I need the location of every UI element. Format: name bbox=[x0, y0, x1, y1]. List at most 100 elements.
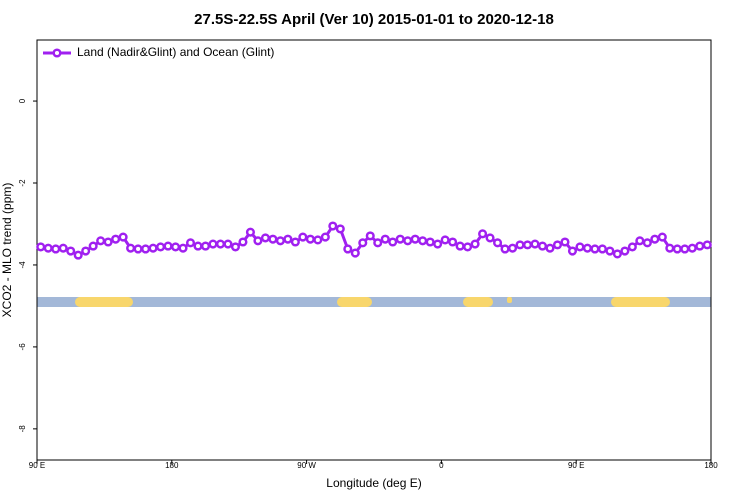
x-tick-label: 90 E bbox=[568, 461, 584, 470]
data-point bbox=[440, 235, 450, 245]
data-point bbox=[126, 243, 136, 253]
data-point bbox=[305, 234, 315, 244]
data-point bbox=[380, 234, 390, 244]
data-point bbox=[627, 242, 637, 252]
data-point bbox=[448, 237, 458, 247]
x-tick-label: 180 bbox=[704, 461, 718, 470]
y-tick-label: -4 bbox=[18, 261, 27, 269]
data-point bbox=[395, 234, 405, 244]
x-tick-label: 90 W bbox=[297, 461, 316, 470]
data-point bbox=[567, 246, 578, 256]
data-point bbox=[163, 241, 173, 251]
data-point bbox=[560, 237, 570, 247]
y-tick-label: -2 bbox=[18, 179, 27, 187]
land-patch bbox=[463, 297, 493, 307]
data-point bbox=[522, 240, 533, 250]
data-point bbox=[148, 243, 158, 253]
data-point bbox=[672, 244, 682, 254]
data-point bbox=[283, 234, 293, 244]
data-point bbox=[702, 240, 712, 250]
data-point bbox=[133, 244, 143, 254]
land-patch bbox=[611, 297, 670, 307]
data-point bbox=[590, 244, 600, 254]
land-patch bbox=[75, 297, 133, 307]
data-point bbox=[200, 241, 211, 251]
data-point bbox=[58, 243, 68, 253]
data-point bbox=[328, 221, 338, 231]
data-point bbox=[268, 234, 278, 244]
data-point bbox=[238, 237, 248, 247]
y-tick-label: -6 bbox=[18, 343, 27, 351]
data-point bbox=[358, 238, 368, 248]
data-point bbox=[111, 234, 121, 244]
data-point bbox=[373, 238, 383, 248]
data-point bbox=[230, 242, 241, 252]
data-point bbox=[88, 241, 98, 251]
data-point bbox=[215, 239, 226, 249]
data-point bbox=[493, 238, 503, 248]
data-point bbox=[290, 237, 300, 247]
data-point bbox=[245, 227, 255, 237]
legend-marker bbox=[52, 48, 62, 58]
ocean-band bbox=[37, 297, 711, 307]
data-point bbox=[36, 242, 46, 252]
data-point bbox=[253, 236, 263, 246]
data-point bbox=[156, 242, 166, 252]
data-point bbox=[485, 233, 495, 243]
legend-label: Land (Nadir&Glint) and Ocean (Glint) bbox=[77, 45, 274, 59]
data-point bbox=[665, 243, 675, 253]
data-point bbox=[620, 246, 630, 256]
x-tick-label: 90 E bbox=[29, 461, 45, 470]
data-point bbox=[73, 250, 83, 260]
data-point bbox=[335, 224, 345, 234]
data-point bbox=[51, 244, 61, 254]
land-patch bbox=[507, 297, 512, 303]
data-point bbox=[635, 236, 645, 246]
data-point bbox=[515, 240, 525, 250]
data-point bbox=[260, 233, 270, 243]
data-point bbox=[582, 243, 592, 253]
data-point bbox=[433, 239, 443, 249]
data-point bbox=[507, 243, 518, 253]
data-point bbox=[170, 242, 181, 252]
data-point bbox=[470, 239, 480, 249]
data-point bbox=[403, 236, 413, 246]
data-point bbox=[500, 244, 510, 254]
data-point bbox=[552, 240, 563, 250]
data-point bbox=[657, 232, 667, 242]
x-axis-label: Longitude (deg E) bbox=[326, 476, 421, 490]
data-point bbox=[193, 241, 203, 251]
data-point bbox=[178, 243, 188, 253]
data-point bbox=[81, 246, 91, 256]
data-point bbox=[530, 239, 540, 249]
data-point bbox=[537, 241, 548, 251]
data-point bbox=[605, 246, 615, 256]
data-point bbox=[410, 234, 420, 244]
data-point bbox=[103, 237, 113, 247]
data-point bbox=[185, 238, 196, 248]
data-point bbox=[365, 231, 375, 241]
coastline-band bbox=[37, 297, 711, 307]
y-tick-label: 0 bbox=[18, 98, 27, 103]
data-point bbox=[597, 244, 607, 254]
data-point bbox=[463, 242, 473, 252]
data-point bbox=[320, 232, 330, 242]
data-point bbox=[96, 236, 106, 246]
data-point bbox=[612, 249, 622, 259]
data-point bbox=[695, 241, 705, 251]
data-point bbox=[118, 232, 128, 242]
data-point bbox=[298, 232, 308, 242]
data-point bbox=[43, 243, 53, 253]
data-point bbox=[66, 246, 76, 256]
data-point bbox=[313, 235, 323, 245]
data-point bbox=[418, 236, 428, 246]
y-tick-label: -8 bbox=[18, 425, 27, 433]
data-point bbox=[687, 243, 697, 253]
y-axis-label: XCO2 - MLO trend (ppm) bbox=[0, 183, 14, 318]
x-tick-label: 180 bbox=[165, 461, 179, 470]
data-point bbox=[478, 229, 488, 239]
data-point bbox=[650, 234, 660, 244]
data-point bbox=[350, 248, 360, 258]
data-point bbox=[208, 239, 218, 249]
